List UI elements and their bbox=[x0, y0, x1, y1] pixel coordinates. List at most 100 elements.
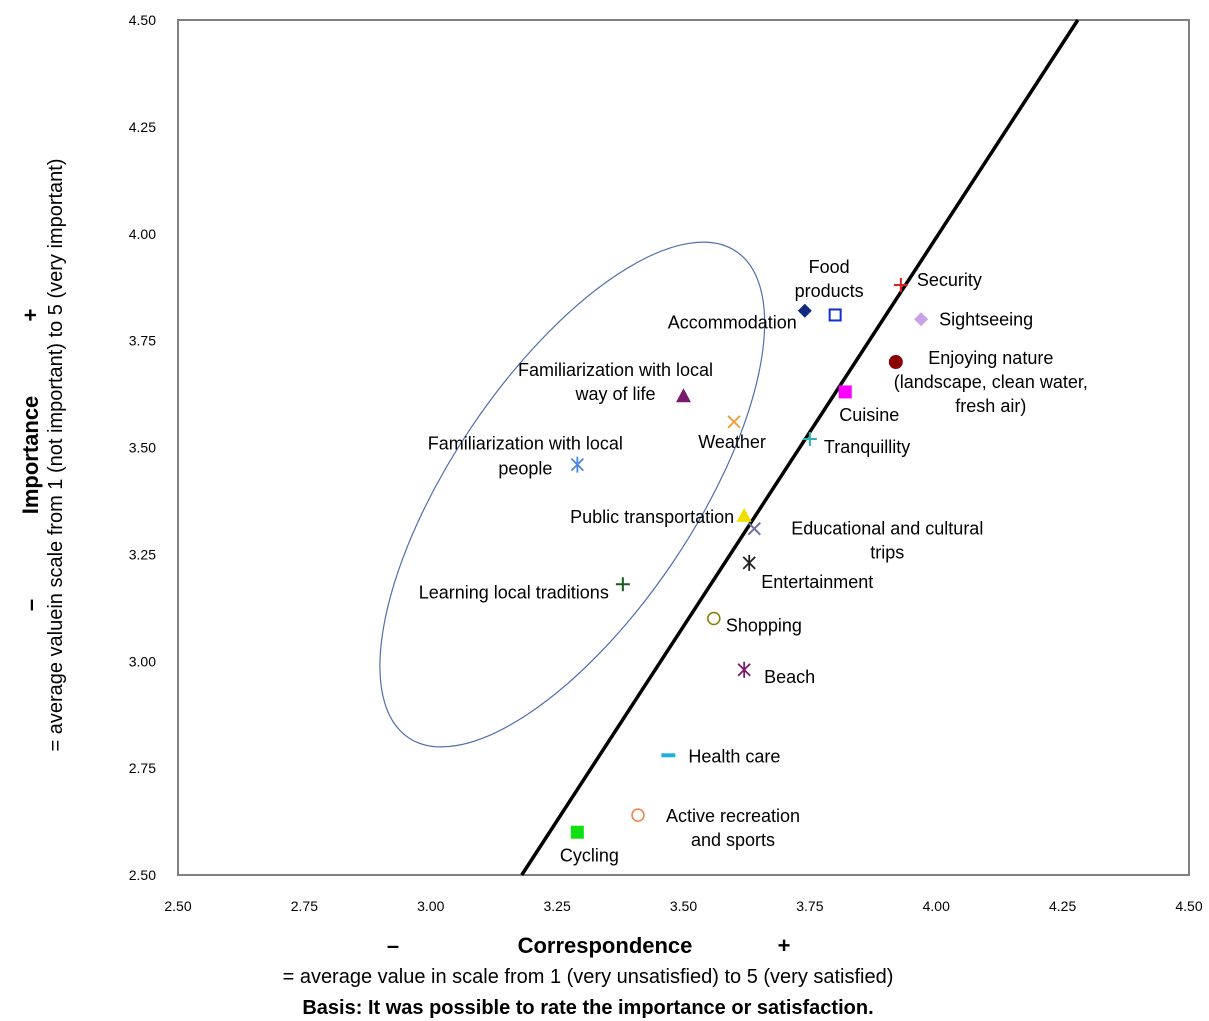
point-label-line: Beach bbox=[764, 667, 815, 687]
point-marker bbox=[676, 388, 691, 403]
point-label-line: products bbox=[795, 281, 864, 301]
point-label-line: Entertainment bbox=[761, 572, 873, 592]
point-label: Tranquillity bbox=[824, 437, 910, 457]
y-axis-main-label: Importance bbox=[18, 396, 43, 515]
point-label: Beach bbox=[764, 667, 815, 687]
point-label: Active recreation and sports bbox=[666, 806, 800, 850]
point-label-line: Security bbox=[917, 270, 982, 290]
point-marker bbox=[736, 507, 752, 522]
x-tick-label: 4.25 bbox=[1049, 898, 1076, 914]
data-point: Cuisine bbox=[838, 385, 899, 425]
data-point: Beach bbox=[737, 661, 815, 687]
y-tick-label: 2.75 bbox=[129, 760, 156, 776]
point-label: Health care bbox=[688, 746, 780, 766]
point-label-line: Tranquillity bbox=[824, 437, 910, 457]
data-point: Active recreation and sports bbox=[631, 806, 800, 850]
data-point: Educational and cultural trips bbox=[747, 519, 983, 563]
plot-frame bbox=[177, 19, 1190, 876]
data-point: Weather bbox=[698, 415, 766, 452]
point-label-line: Learning local traditions bbox=[419, 582, 609, 602]
point-label-line: Weather bbox=[698, 432, 766, 452]
point-label-line: Shopping bbox=[726, 616, 802, 636]
x-axis-minus: – bbox=[387, 933, 399, 958]
y-axis-subtitle: = average valuein scale from 1 (not impo… bbox=[45, 158, 67, 751]
data-point: Familiarization with local people bbox=[428, 434, 623, 479]
point-label-line: Educational and cultural bbox=[791, 519, 983, 539]
point-marker bbox=[914, 312, 929, 327]
x-axis-plus: + bbox=[778, 933, 791, 958]
point-marker bbox=[727, 415, 741, 429]
point-label: Cuisine bbox=[839, 405, 899, 425]
point-marker bbox=[747, 522, 761, 536]
point-label: Shopping bbox=[726, 616, 802, 636]
point-label-line: (landscape, clean water, bbox=[894, 372, 1088, 392]
point-label-line: Familiarization with local bbox=[518, 360, 713, 380]
point-marker bbox=[615, 577, 630, 592]
data-point: Accommodation bbox=[668, 303, 812, 333]
point-label-line: Public transportation bbox=[570, 507, 734, 527]
plot-area bbox=[177, 19, 1190, 876]
point-label-line: fresh air) bbox=[955, 396, 1026, 416]
point-marker bbox=[570, 825, 584, 839]
point-label: Weather bbox=[698, 432, 766, 452]
data-point: Learning local traditions bbox=[419, 577, 630, 602]
point-label: Sightseeing bbox=[939, 309, 1033, 329]
data-point: Entertainment bbox=[742, 554, 873, 592]
y-tick-label: 4.25 bbox=[129, 119, 156, 135]
point-label-line: Food bbox=[809, 257, 850, 277]
point-label-line: Cycling bbox=[560, 845, 619, 865]
point-marker bbox=[828, 308, 842, 322]
point-marker bbox=[737, 661, 751, 678]
y-tick-label: 3.75 bbox=[129, 333, 156, 349]
data-points: Security Food products Accommodation Sightse… bbox=[419, 257, 1088, 865]
y-tick-label: 4.50 bbox=[129, 12, 156, 28]
data-point: Shopping bbox=[707, 611, 802, 636]
point-marker bbox=[888, 355, 903, 369]
point-label-line: way of life bbox=[574, 384, 655, 404]
point-label: Accommodation bbox=[668, 313, 797, 333]
point-marker bbox=[707, 611, 721, 626]
x-axis-main-label: Correspondence bbox=[518, 933, 693, 958]
y-axis-minus: – bbox=[18, 599, 43, 611]
point-marker bbox=[802, 431, 817, 446]
data-point: Enjoying nature (landscape, clean water, f… bbox=[888, 348, 1088, 416]
point-marker bbox=[742, 554, 756, 571]
point-label-line: and sports bbox=[691, 830, 775, 850]
y-tick-label: 3.25 bbox=[129, 546, 156, 562]
y-tick-label: 4.00 bbox=[129, 226, 156, 242]
x-tick-label: 4.50 bbox=[1175, 898, 1202, 914]
point-label-line: Health care bbox=[688, 746, 780, 766]
tick-labels: 2.50 2.75 3.00 3.25 3.50 3.75 4.00 4.25 4.50 2.50… bbox=[129, 12, 1203, 914]
point-label: Enjoying nature (landscape, clean water, f… bbox=[894, 348, 1088, 416]
y-axis-plus: + bbox=[18, 309, 43, 322]
point-marker bbox=[838, 385, 852, 399]
point-marker bbox=[631, 808, 645, 822]
reference-line bbox=[520, 19, 1080, 876]
point-label: Cycling bbox=[560, 845, 619, 865]
point-label: Food products bbox=[795, 257, 864, 301]
point-label-line: Sightseeing bbox=[939, 309, 1033, 329]
x-tick-label: 3.00 bbox=[417, 898, 444, 914]
y-tick-label: 3.50 bbox=[129, 440, 156, 456]
x-tick-label: 2.50 bbox=[164, 898, 191, 914]
basis-footnote: Basis: It was possible to rate the impor… bbox=[302, 997, 873, 1019]
point-label-line: Accommodation bbox=[668, 313, 797, 333]
y-axis-subtitle-group: = average valuein scale from 1 (not impo… bbox=[45, 158, 67, 751]
data-point: Public transportation bbox=[570, 507, 752, 527]
point-label-line: people bbox=[498, 459, 552, 479]
point-marker bbox=[661, 753, 676, 758]
y-tick-label: 3.00 bbox=[129, 653, 156, 669]
point-label: Familiarization with local way of life bbox=[518, 360, 713, 404]
data-point: Familiarization with local way of life bbox=[518, 360, 713, 404]
x-axis-subtitle: = average value in scale from 1 (very un… bbox=[283, 966, 894, 988]
y-tick-label: 2.50 bbox=[129, 867, 156, 883]
x-tick-label: 2.75 bbox=[291, 898, 318, 914]
axis-titles: – Importance + = average valuein scale f… bbox=[18, 158, 893, 1019]
data-point: Security bbox=[893, 270, 982, 293]
data-point: Health care bbox=[661, 746, 780, 766]
point-label-line: Active recreation bbox=[666, 806, 800, 826]
data-point: Food products bbox=[795, 257, 864, 322]
x-tick-label: 3.75 bbox=[796, 898, 823, 914]
point-marker bbox=[570, 456, 584, 473]
data-point: Sightseeing bbox=[914, 309, 1033, 329]
